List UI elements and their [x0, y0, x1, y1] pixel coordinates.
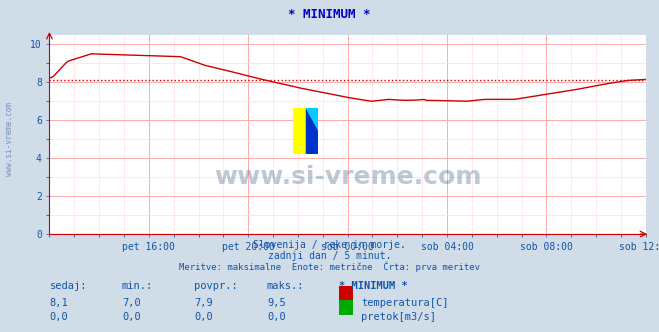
Text: sedaj:: sedaj:: [49, 281, 87, 290]
Text: www.si-vreme.com: www.si-vreme.com: [214, 165, 481, 189]
Text: 0,0: 0,0: [122, 312, 140, 322]
Text: maks.:: maks.:: [267, 281, 304, 290]
Text: 8,1: 8,1: [49, 298, 68, 308]
Text: * MINIMUM *: * MINIMUM *: [288, 8, 371, 21]
Text: temperatura[C]: temperatura[C]: [361, 298, 449, 308]
Polygon shape: [306, 108, 318, 131]
Text: Meritve: maksimalne  Enote: metrične  Črta: prva meritev: Meritve: maksimalne Enote: metrične Črta…: [179, 261, 480, 272]
Text: www.si-vreme.com: www.si-vreme.com: [5, 103, 14, 176]
Text: zadnji dan / 5 minut.: zadnji dan / 5 minut.: [268, 251, 391, 261]
Text: 7,0: 7,0: [122, 298, 140, 308]
Polygon shape: [306, 108, 318, 154]
Text: 0,0: 0,0: [194, 312, 213, 322]
Text: min.:: min.:: [122, 281, 153, 290]
Polygon shape: [293, 108, 306, 154]
Text: povpr.:: povpr.:: [194, 281, 238, 290]
Text: * MINIMUM *: * MINIMUM *: [339, 281, 408, 290]
Text: 7,9: 7,9: [194, 298, 213, 308]
Text: pretok[m3/s]: pretok[m3/s]: [361, 312, 436, 322]
Text: 0,0: 0,0: [267, 312, 285, 322]
Text: 9,5: 9,5: [267, 298, 285, 308]
Text: 0,0: 0,0: [49, 312, 68, 322]
Text: Slovenija / reke in morje.: Slovenija / reke in morje.: [253, 240, 406, 250]
